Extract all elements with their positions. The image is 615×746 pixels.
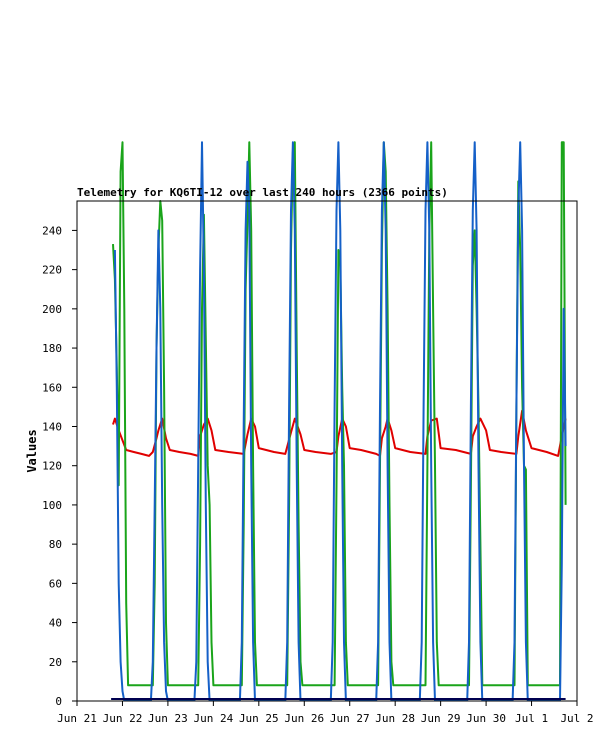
x-tick-label: Jun 26 bbox=[284, 712, 324, 725]
x-tick-label: Jun 22 bbox=[103, 712, 143, 725]
y-axis-ticks: 0 20 40 60 80 100 120 140 160 180 200 220 240 bbox=[42, 224, 77, 708]
x-tick-label: Jul 1 bbox=[515, 712, 548, 725]
series-line-3 bbox=[113, 141, 567, 701]
chart-title: Telemetry for KQ6TI-12 over last 240 hou… bbox=[77, 186, 448, 199]
y-tick-label: 200 bbox=[42, 303, 62, 316]
y-tick-label: 80 bbox=[49, 538, 62, 551]
x-tick-label: Jun 30 bbox=[466, 712, 506, 725]
y-tick-label: 160 bbox=[42, 381, 62, 394]
y-tick-label: 180 bbox=[42, 342, 62, 355]
y-tick-label: 60 bbox=[49, 577, 62, 590]
x-axis-ticks: Jun 21 Jun 22 Jun 23 Jun 24 Jun 25 Jun 26 Jun … bbox=[57, 701, 594, 725]
x-tick-label: Jun 24 bbox=[193, 712, 233, 725]
y-tick-label: 140 bbox=[42, 420, 62, 433]
y-tick-label: 240 bbox=[42, 224, 62, 237]
y-tick-label: 100 bbox=[42, 499, 62, 512]
series-line-1 bbox=[112, 409, 567, 457]
y-tick-label: 0 bbox=[55, 695, 62, 708]
y-axis-title: Values bbox=[25, 429, 39, 472]
x-tick-label: Jun 27 bbox=[330, 712, 370, 725]
y-tick-label: 220 bbox=[42, 264, 62, 277]
series-layer bbox=[111, 141, 567, 701]
x-tick-label: Jun 23 bbox=[148, 712, 188, 725]
plot-frame bbox=[76, 200, 578, 702]
x-tick-label: Jun 21 bbox=[57, 712, 97, 725]
x-tick-label: Jun 29 bbox=[421, 712, 461, 725]
y-tick-label: 40 bbox=[49, 617, 62, 630]
x-tick-label: Jul 2 bbox=[560, 712, 593, 725]
y-tick-label: 120 bbox=[42, 460, 62, 473]
x-tick-label: Jun 25 bbox=[239, 712, 279, 725]
x-tick-label: Jun 28 bbox=[375, 712, 415, 725]
y-tick-label: 20 bbox=[49, 656, 62, 669]
